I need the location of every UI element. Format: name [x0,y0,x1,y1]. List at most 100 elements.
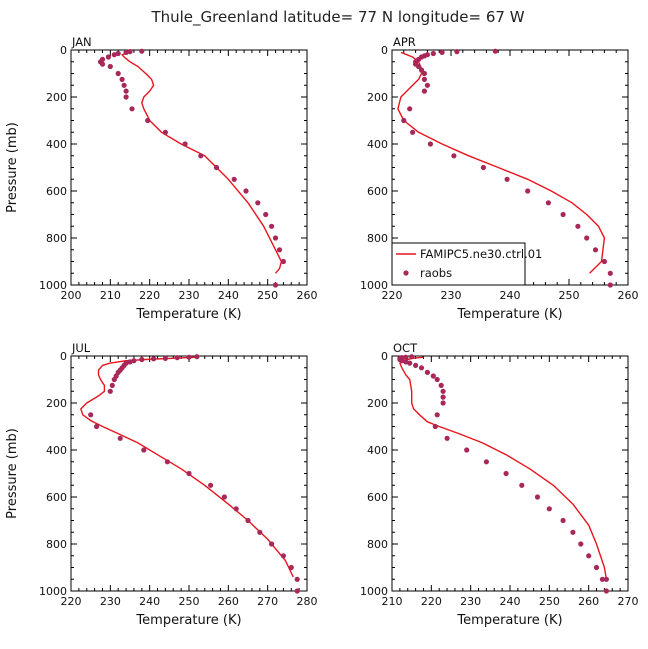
obs-point [601,258,608,265]
obs-point [492,48,498,54]
obs-point [233,506,239,512]
x-tick-label: 280 [297,595,318,608]
obs-point [257,529,263,535]
model-line [399,356,608,580]
y-tick-label: 600 [46,185,67,198]
obs-point [430,373,436,379]
y-tick-label: 0 [381,350,388,363]
obs-point [164,459,170,465]
obs-point [451,153,457,159]
panel-label: JUL [71,341,91,355]
figure-title: Thule_Greenland latitude= 77 N longitude… [150,8,524,27]
x-tick-label: 270 [257,595,278,608]
obs-point [263,211,269,218]
y-tick-label: 800 [367,538,388,551]
x-tick-label: 260 [618,289,639,302]
x-tick-label: 230 [100,595,121,608]
y-tick-label: 200 [46,397,67,410]
obs-point [280,553,286,559]
obs-point [410,129,416,135]
obs-point [139,356,145,363]
obs-point [186,470,192,477]
x-axis-label: Temperature (K) [135,307,241,322]
obs-point [546,506,552,512]
obs-point [440,394,446,400]
obs-point [109,382,115,388]
obs-point [401,117,407,124]
panel-oct: 210 220 230 240 250 260 270 0 200 400 600 800 1000 OC… [360,341,639,628]
obs-point [434,376,440,383]
obs-point [434,412,440,418]
obs-point [504,176,510,182]
x-tick-label: 230 [179,289,200,302]
obs-point [421,70,427,77]
x-tick-label: 260 [578,595,599,608]
x-tick-label: 260 [218,595,239,608]
y-tick-label: 800 [46,232,67,245]
obs-point [603,576,610,582]
obs-point [105,54,111,60]
obs-point [560,211,566,218]
obs-point [399,358,405,364]
x-tick-label: 200 [61,289,82,302]
x-axis-label: Temperature (K) [456,307,562,322]
obs-point [438,382,444,388]
panel-jan: 200 210 220 230 240 250 260 0 200 400 600 800 1000 JA… [5,35,318,322]
x-tick-label: 220 [421,595,442,608]
obs-point [269,541,275,547]
obs-point [117,435,123,441]
x-tick-label: 240 [500,595,521,608]
y-tick-label: 0 [60,350,67,363]
obs-point [416,63,422,70]
obs-point [123,88,129,94]
obs-point [607,270,613,276]
obs-point [603,588,610,594]
obs-point [407,360,413,366]
obs-point [231,176,237,182]
y-tick-label: 200 [367,91,388,104]
obs-point [407,106,413,112]
obs-point [430,50,436,57]
panel-apr: 220 230 240 250 260 0 200 400 600 800 1000 APR Tempe… [360,35,639,322]
obs-point [194,354,200,360]
x-tick-label: 260 [297,289,318,302]
obs-point [439,49,445,56]
obs-point [269,223,275,229]
obs-point [174,355,180,361]
x-axis-label: Temperature (K) [135,613,241,628]
obs-point [294,576,300,582]
obs-point [115,70,121,77]
legend: FAMIPC5.ne30.ctrl.01 raobs [391,242,542,286]
x-tick-label: 230 [441,289,462,302]
obs-point [421,76,427,82]
panel-label: OCT [393,341,418,355]
obs-point [182,141,188,147]
y-axis-label: Pressure (mb) [5,428,20,519]
obs-point [560,517,566,524]
obs-point [421,88,427,94]
panel-jul: 220 230 240 250 260 270 280 0 200 400 600 800 1000 JU… [5,341,318,628]
obs-point [186,354,192,360]
obs-point [288,564,294,571]
x-tick-label: 240 [500,289,521,302]
obs-point [534,494,541,500]
obs-point [276,247,283,253]
obs-point [519,482,525,488]
obs-point [123,94,129,100]
obs-point [440,400,446,406]
obs-point [584,235,590,241]
x-axis-label: Temperature (K) [456,613,562,628]
obs-point [294,588,300,594]
y-tick-label: 1000 [360,279,388,292]
y-tick-label: 0 [60,44,67,57]
x-tick-label: 220 [139,289,160,302]
obs-point [272,235,279,241]
panels: 200 210 220 230 240 250 260 0 200 400 600 800 1000 JA… [5,35,639,628]
obs-point [245,517,251,524]
obs-point [127,49,133,55]
obs-point [115,50,121,57]
obs-point [141,447,147,453]
obs-point [607,282,613,288]
obs-point [221,494,227,500]
x-tick-label: 250 [539,595,560,608]
